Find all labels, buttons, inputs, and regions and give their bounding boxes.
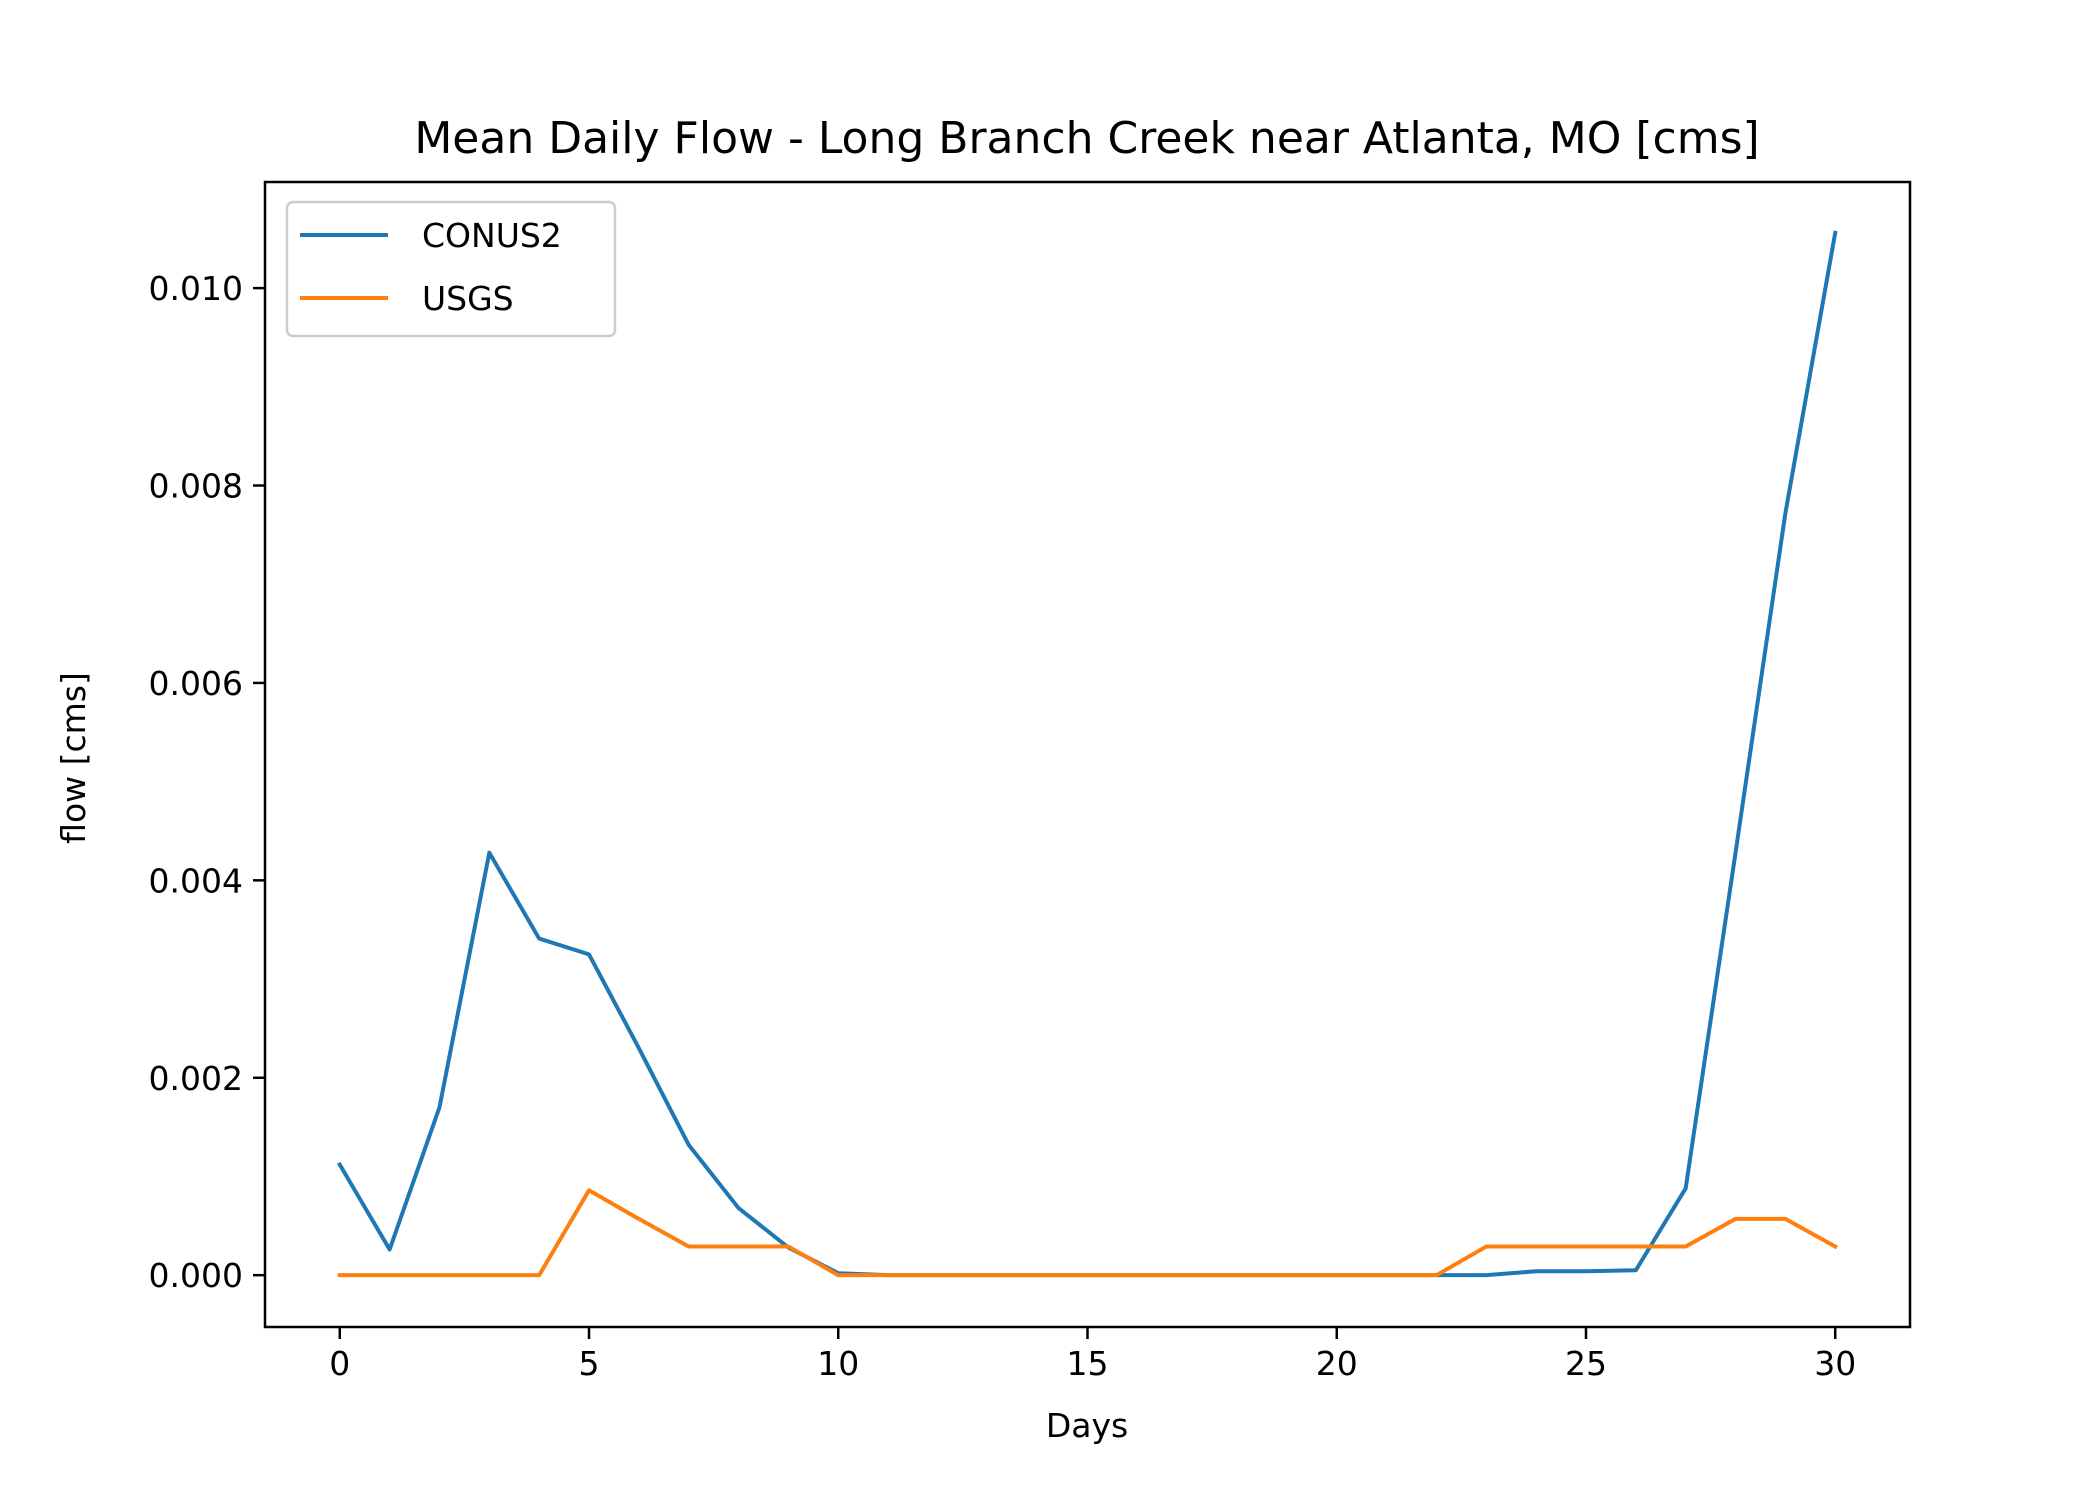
series-line-usgs — [337, 1188, 1838, 1278]
y-tick-label: 0.010 — [149, 269, 243, 308]
x-tick-label: 30 — [1814, 1344, 1856, 1383]
chart-title: Mean Daily Flow - Long Branch Creek near… — [414, 113, 1759, 164]
x-axis-title: Days — [1046, 1406, 1128, 1445]
series-lines — [337, 230, 1838, 1278]
y-tick-label: 0.006 — [149, 664, 243, 703]
y-tick-label: 0.002 — [149, 1059, 243, 1098]
x-tick-label: 5 — [579, 1344, 600, 1383]
x-tick-label: 0 — [329, 1344, 350, 1383]
x-tick-label: 20 — [1316, 1344, 1358, 1383]
y-tick-label: 0.004 — [149, 861, 243, 900]
axis-ticks: 0 5 10 15 20 25 30 0.000 0.002 0.004 0.006 0.008 0.0… — [149, 269, 1857, 1383]
x-tick-label: 25 — [1565, 1344, 1607, 1383]
y-tick-label: 0.000 — [149, 1256, 243, 1295]
legend: CONUS2 USGS — [285, 200, 617, 338]
y-axis-title: flow [cms] — [54, 672, 93, 844]
y-tick-label: 0.008 — [149, 467, 243, 506]
legend-label-usgs: USGS — [422, 279, 514, 318]
legend-label-conus2: CONUS2 — [422, 216, 562, 255]
x-tick-label: 15 — [1067, 1344, 1109, 1383]
x-tick-label: 10 — [817, 1344, 859, 1383]
